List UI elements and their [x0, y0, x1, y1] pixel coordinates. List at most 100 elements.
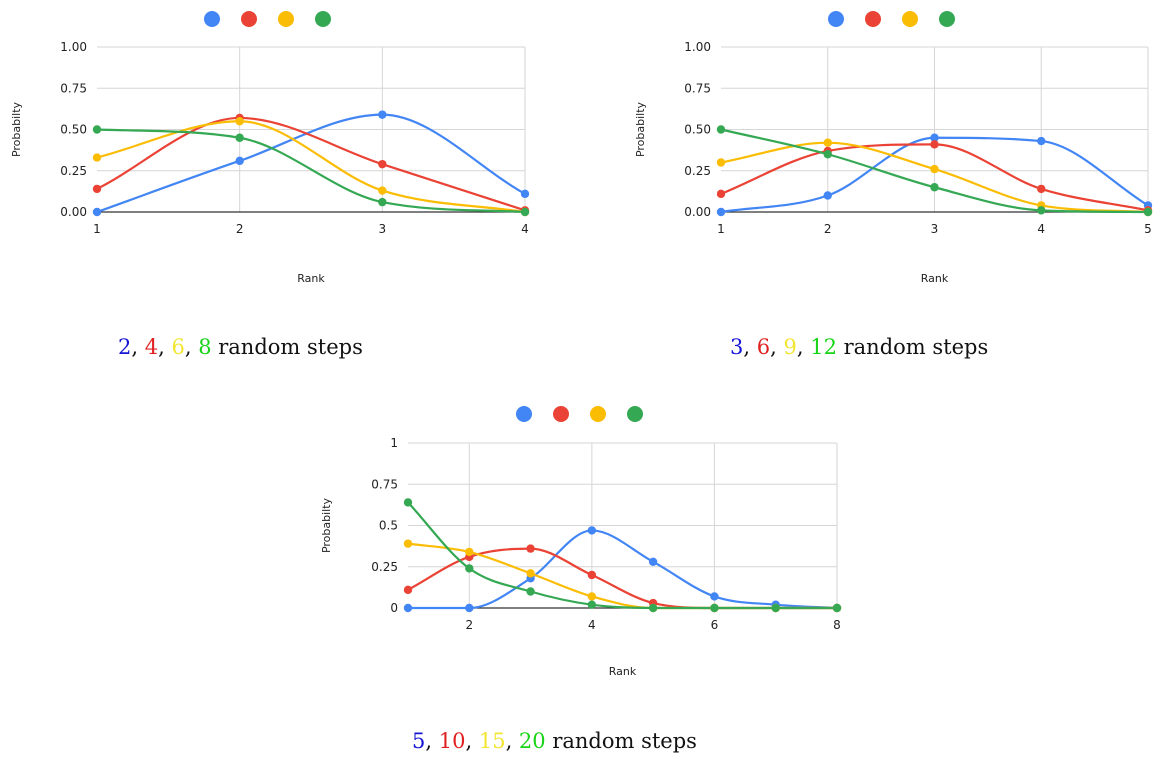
caption-segment: , [184, 335, 199, 359]
legend-marker [865, 11, 881, 27]
data-point [716, 125, 726, 134]
x-axis-label: Rank [609, 665, 637, 678]
caption-bottom: 5, 10, 15, 20 random steps [412, 729, 697, 753]
y-tick-label: 0.25 [371, 560, 398, 574]
caption-segment: 6 [756, 335, 771, 359]
data-point [1037, 184, 1046, 194]
x-tick-label: 3 [931, 222, 939, 236]
data-point [648, 557, 658, 566]
data-point [235, 133, 244, 142]
y-axis-label: Probabilty [10, 101, 23, 157]
legend-marker [204, 11, 220, 27]
data-point [587, 570, 597, 580]
y-axis-label: Probabilty [634, 101, 647, 157]
legend-marker [902, 11, 918, 27]
data-point [771, 603, 780, 613]
data-point [378, 197, 387, 207]
legend-marker [590, 406, 606, 422]
caption-segment: , [158, 335, 172, 359]
y-tick-label: 0.50 [684, 123, 711, 137]
x-tick-label: 2 [465, 618, 473, 632]
y-axis-label: Probabilty [320, 497, 333, 553]
data-point [587, 600, 597, 609]
series-line [406, 529, 839, 610]
data-point [648, 603, 658, 613]
data-point [1037, 136, 1046, 146]
x-tick-label: 6 [711, 618, 719, 632]
data-point [403, 603, 413, 613]
legend-marker [241, 11, 257, 27]
x-tick-label: 4 [1037, 222, 1045, 236]
y-tick-label: 1 [390, 436, 398, 450]
data-point [92, 125, 102, 134]
y-tick-label: 0.25 [684, 164, 711, 178]
data-point [823, 138, 832, 147]
y-tick-label: 0.25 [60, 164, 87, 178]
legend-marker [315, 11, 331, 27]
y-tick-label: 1.00 [684, 40, 711, 54]
legend-marker [939, 11, 955, 27]
x-tick-label: 4 [521, 222, 529, 236]
caption-segment: 3 [730, 335, 744, 359]
data-point [710, 603, 719, 613]
y-tick-label: 1.00 [60, 40, 87, 54]
caption-segment: , [465, 729, 479, 753]
caption-segment: 8 [198, 335, 212, 359]
x-tick-label: 2 [824, 222, 832, 236]
data-point [235, 117, 244, 126]
data-point [526, 587, 535, 596]
data-point [930, 140, 939, 149]
data-point [92, 153, 102, 162]
caption-segment: random steps [545, 729, 697, 753]
data-point [403, 539, 413, 548]
x-tick-label: 2 [236, 222, 244, 236]
caption-segment: 10 [438, 729, 466, 753]
x-tick-label: 3 [379, 222, 387, 236]
data-point [587, 526, 597, 535]
data-point [92, 184, 102, 194]
data-point [823, 191, 832, 200]
caption-segment: 9 [783, 335, 797, 359]
chart-top-right: 0.00 0.25 0.50 0.75 1.00 1 2 3 4 5 Rank Probabilty [634, 11, 1153, 285]
legend-marker [627, 406, 643, 422]
x-axis-label: Rank [297, 272, 325, 285]
x-tick-label: 4 [588, 618, 596, 632]
caption-segment: random steps [211, 335, 363, 359]
y-tick-label: 0.50 [60, 123, 87, 137]
series-line [95, 120, 527, 214]
data-point [587, 592, 597, 601]
data-point [378, 186, 387, 195]
data-point [716, 207, 726, 217]
caption-segment: 15 [478, 729, 506, 753]
legend-marker [516, 406, 532, 422]
series-line [95, 128, 527, 214]
data-point [92, 207, 102, 217]
caption-segment: , [770, 335, 784, 359]
data-point [520, 207, 530, 217]
y-tick-label: 0.00 [684, 205, 711, 219]
data-point [378, 159, 387, 169]
data-point [526, 544, 535, 553]
caption-segment: 6 [171, 335, 185, 359]
caption-segment: , [131, 335, 145, 359]
caption-segment: 12 [810, 335, 837, 359]
caption-segment: , [425, 729, 439, 753]
data-point [716, 189, 726, 199]
x-tick-label: 1 [93, 222, 101, 236]
y-tick-label: 0.00 [60, 205, 87, 219]
caption-segment: , [505, 729, 519, 753]
data-point [520, 189, 530, 199]
y-tick-label: 0.75 [60, 81, 87, 95]
caption-segment: 20 [518, 729, 546, 753]
data-point [710, 592, 719, 601]
caption-segment: 2 [118, 335, 132, 359]
y-tick-label: 0.75 [371, 477, 398, 491]
data-point [930, 133, 939, 142]
x-tick-label: 1 [717, 222, 725, 236]
chart-top-left: 0.00 0.25 0.50 0.75 1.00 1 2 3 4 Rank Probabilty [10, 11, 530, 285]
x-axis-label: Rank [921, 272, 949, 285]
data-point [930, 164, 939, 174]
data-point [832, 603, 842, 613]
y-tick-label: 0.5 [379, 519, 398, 533]
caption-segment: , [743, 335, 757, 359]
